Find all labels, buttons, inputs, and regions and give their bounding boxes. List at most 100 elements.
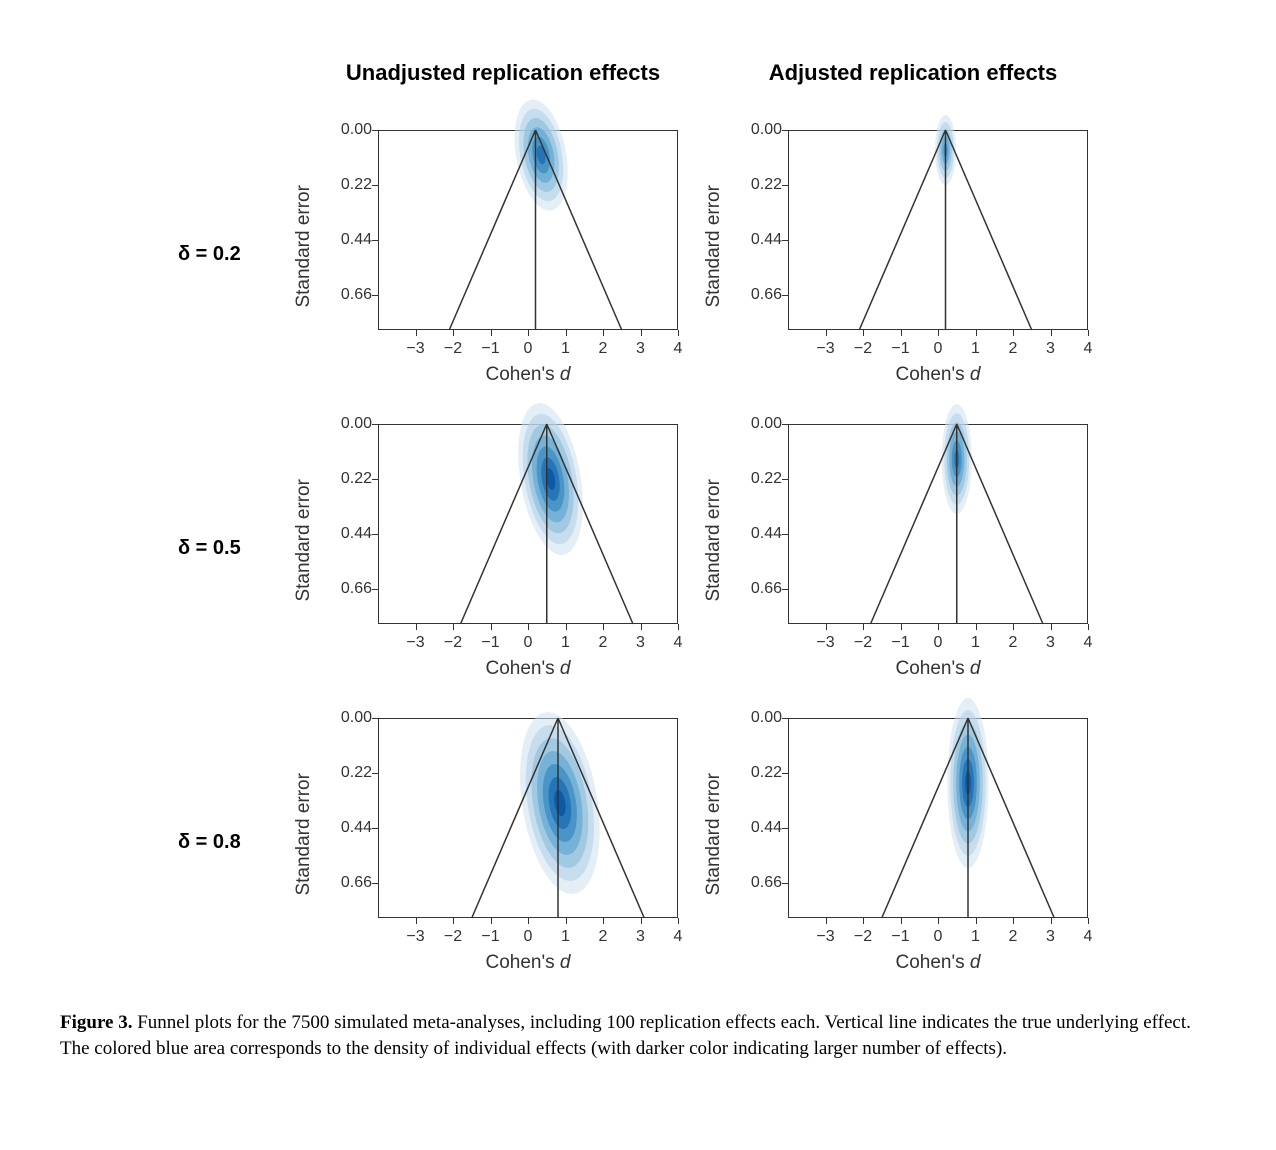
x-tick-label: 3 (636, 634, 645, 652)
caption-text: Funnel plots for the 7500 simulated meta… (60, 1012, 1191, 1059)
x-tick (416, 624, 417, 630)
x-tick (603, 330, 604, 336)
figure-caption: Figure 3. Funnel plots for the 7500 simu… (60, 1010, 1216, 1061)
x-tick (976, 624, 977, 630)
x-tick-label: −3 (406, 634, 424, 652)
x-tick (863, 624, 864, 630)
panel-r1-c1: Standard errorCohen's d0.000.220.440.66−… (728, 418, 1098, 678)
x-tick-label: −2 (854, 928, 872, 946)
x-tick (901, 624, 902, 630)
x-tick-label: 2 (1009, 928, 1018, 946)
x-tick-label: 2 (599, 928, 608, 946)
x-axis-label: Cohen's d (378, 364, 678, 386)
y-axis-label: Standard error (703, 479, 725, 602)
x-tick-label: −3 (816, 340, 834, 358)
x-tick (1088, 624, 1089, 630)
x-tick-label: 0 (524, 928, 533, 946)
x-tick (863, 918, 864, 924)
panel-r0-c0: Standard errorCohen's d0.000.220.440.66−… (318, 124, 688, 384)
x-tick (641, 918, 642, 924)
y-tick-label: 0.44 (736, 525, 782, 543)
x-tick-label: −3 (406, 928, 424, 946)
figure-page: Unadjusted replication effects Adjusted … (0, 0, 1276, 1091)
plot-svg (378, 718, 678, 918)
x-tick-label: 0 (524, 340, 533, 358)
panel-r2-c0: Standard errorCohen's d0.000.220.440.66−… (318, 712, 688, 972)
x-tick-label: 2 (599, 634, 608, 652)
x-tick (1013, 918, 1014, 924)
x-tick-label: −1 (481, 928, 499, 946)
y-tick-label: 0.22 (736, 176, 782, 194)
x-tick (491, 624, 492, 630)
funnel-edge-left (871, 424, 957, 624)
x-tick (976, 918, 977, 924)
y-axis-label: Standard error (703, 185, 725, 308)
x-tick-label: 1 (971, 634, 980, 652)
x-tick-label: −1 (891, 340, 909, 358)
y-tick-label: 0.44 (326, 525, 372, 543)
x-tick (603, 918, 604, 924)
x-tick-label: −1 (891, 634, 909, 652)
funnel-edge-right (946, 130, 1032, 330)
y-tick-label: 0.00 (326, 121, 372, 139)
x-tick (416, 330, 417, 336)
funnel-edge-left (859, 130, 945, 330)
funnel-edge-right (536, 130, 622, 330)
y-axis-label: Standard error (703, 773, 725, 896)
x-tick (678, 918, 679, 924)
x-tick-label: 2 (599, 340, 608, 358)
plot-svg (378, 130, 678, 330)
x-tick-label: −2 (444, 340, 462, 358)
x-tick-label: 0 (524, 634, 533, 652)
x-tick-label: −2 (854, 634, 872, 652)
x-tick-label: 4 (674, 340, 683, 358)
x-tick (416, 918, 417, 924)
x-tick (938, 330, 939, 336)
x-tick (826, 624, 827, 630)
x-tick (641, 330, 642, 336)
x-tick-label: −1 (481, 340, 499, 358)
x-tick-label: 2 (1009, 340, 1018, 358)
x-tick-label: 4 (1084, 928, 1093, 946)
x-tick (826, 918, 827, 924)
x-tick-label: 1 (561, 634, 570, 652)
x-tick (938, 918, 939, 924)
plot-svg (378, 424, 678, 624)
caption-label: Figure 3. (60, 1012, 132, 1033)
x-tick (566, 624, 567, 630)
x-tick (491, 330, 492, 336)
x-axis-label: Cohen's d (378, 952, 678, 974)
x-tick-label: −1 (481, 634, 499, 652)
x-tick (1088, 918, 1089, 924)
x-tick-label: −2 (444, 634, 462, 652)
x-tick-label: 3 (636, 928, 645, 946)
y-axis-label: Standard error (293, 479, 315, 602)
x-tick (603, 624, 604, 630)
x-tick-label: 0 (934, 928, 943, 946)
y-tick-label: 0.22 (736, 470, 782, 488)
x-tick-label: −3 (816, 634, 834, 652)
x-tick (1088, 330, 1089, 336)
x-tick-label: −2 (854, 340, 872, 358)
x-tick (826, 330, 827, 336)
x-tick (566, 330, 567, 336)
x-tick-label: 4 (1084, 634, 1093, 652)
col-header-unadjusted: Unadjusted replication effects (318, 60, 688, 90)
x-tick-label: −3 (406, 340, 424, 358)
x-tick-label: 4 (674, 928, 683, 946)
y-tick-label: 0.22 (326, 764, 372, 782)
plot-svg (788, 130, 1088, 330)
x-tick-label: 0 (934, 634, 943, 652)
x-tick (901, 918, 902, 924)
x-tick (1051, 624, 1052, 630)
plot-svg (788, 424, 1088, 624)
x-tick-label: 0 (934, 340, 943, 358)
y-tick-label: 0.00 (736, 121, 782, 139)
panel-r0-c1: Standard errorCohen's d0.000.220.440.66−… (728, 124, 1098, 384)
col-gap (688, 40, 728, 90)
x-tick (863, 330, 864, 336)
y-tick-label: 0.66 (736, 580, 782, 598)
corner-spacer (178, 40, 318, 90)
y-axis-label: Standard error (293, 773, 315, 896)
plot-svg (788, 718, 1088, 918)
